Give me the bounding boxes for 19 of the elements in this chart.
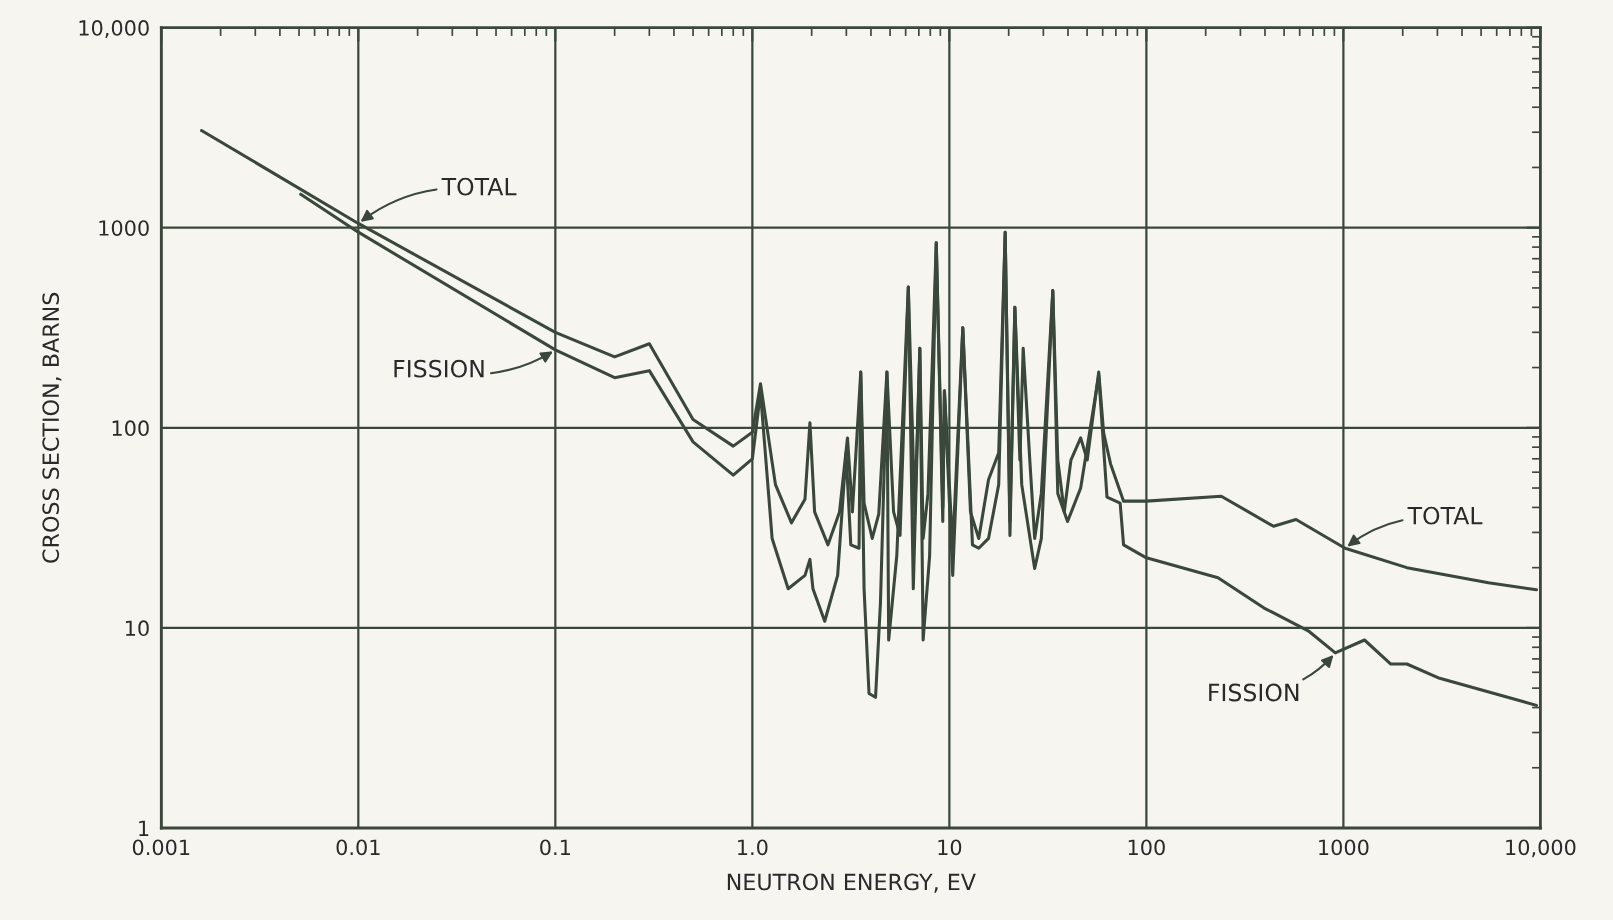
y-tick-label: 10 (125, 620, 149, 637)
x-tick-label: 0.001 (132, 839, 190, 856)
x-tick-label: 1.0 (738, 839, 768, 856)
annotation: TOTAL (1407, 506, 1483, 525)
x-tick-label: 1000 (1319, 839, 1369, 856)
x-tick-label: 100 (1128, 839, 1165, 856)
annotation: FISSION (394, 359, 484, 378)
y-tick-label: 1 (139, 820, 149, 836)
x-tick-label: 0.1 (540, 839, 570, 856)
y-tick-label: 1000 (99, 220, 149, 236)
y-axis-title: CROSS SECTION, BARNS (42, 292, 62, 563)
x-tick-label: 0.01 (336, 839, 380, 856)
annotation: TOTAL (441, 177, 517, 196)
y-tick-label: 10,000 (79, 20, 149, 38)
x-tick-label: 10,000 (1506, 839, 1576, 858)
y-tick-label: 100 (112, 420, 149, 437)
annotation: FISSION (1209, 683, 1299, 702)
x-axis-title: NEUTRON ENERGY, EV (727, 873, 976, 893)
x-tick-label: 10 (938, 839, 962, 856)
